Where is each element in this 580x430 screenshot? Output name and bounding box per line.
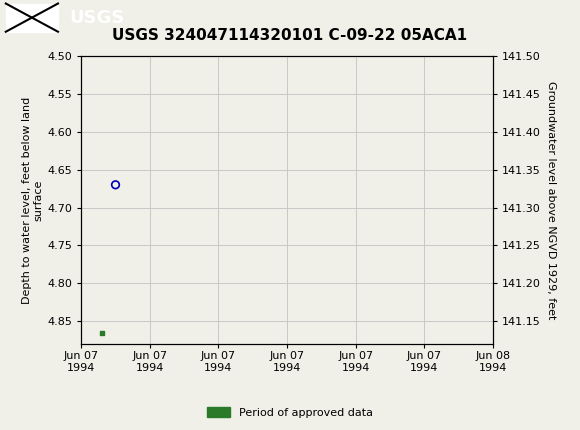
Y-axis label: Groundwater level above NGVD 1929, feet: Groundwater level above NGVD 1929, feet xyxy=(546,81,556,319)
FancyBboxPatch shape xyxy=(6,3,58,32)
Text: USGS 324047114320101 C-09-22 05ACA1: USGS 324047114320101 C-09-22 05ACA1 xyxy=(113,28,467,43)
Point xyxy=(97,329,107,336)
Text: USGS: USGS xyxy=(70,9,125,27)
Legend: Period of approved data: Period of approved data xyxy=(203,403,377,422)
Point xyxy=(111,181,120,188)
Y-axis label: Depth to water level, feet below land
surface: Depth to water level, feet below land su… xyxy=(21,96,43,304)
